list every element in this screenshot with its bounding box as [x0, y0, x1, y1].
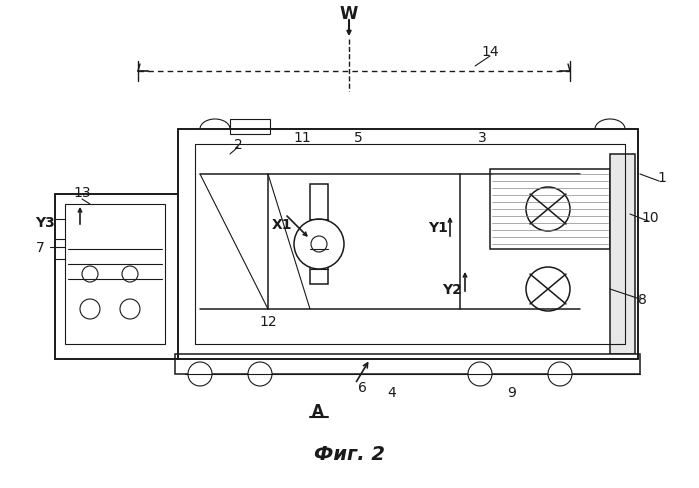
Text: 10: 10 — [641, 210, 659, 224]
Text: 11: 11 — [293, 131, 311, 145]
Circle shape — [526, 267, 570, 311]
Text: 12: 12 — [259, 314, 277, 328]
Bar — [230, 120, 270, 135]
Bar — [610, 155, 635, 354]
Bar — [310, 184, 328, 285]
Text: X1: X1 — [272, 218, 292, 231]
Circle shape — [122, 266, 138, 283]
Text: Фиг. 2: Фиг. 2 — [313, 445, 384, 464]
Text: 1: 1 — [658, 171, 666, 184]
Bar — [65, 204, 165, 345]
Text: 7: 7 — [36, 241, 44, 254]
Circle shape — [294, 220, 344, 269]
Text: Y2: Y2 — [442, 283, 462, 296]
Text: Y1: Y1 — [428, 221, 448, 235]
Bar — [175, 354, 640, 374]
Text: 3: 3 — [477, 131, 487, 145]
Circle shape — [82, 266, 98, 283]
Text: 4: 4 — [388, 385, 396, 399]
Circle shape — [548, 362, 572, 386]
Text: 14: 14 — [481, 45, 499, 59]
Text: 5: 5 — [354, 131, 362, 145]
Text: A: A — [312, 404, 324, 419]
Text: 13: 13 — [73, 185, 91, 200]
Circle shape — [526, 187, 570, 231]
Text: 2: 2 — [233, 138, 243, 152]
Circle shape — [248, 362, 272, 386]
Circle shape — [468, 362, 492, 386]
Circle shape — [120, 299, 140, 319]
Bar — [490, 170, 610, 249]
Text: 9: 9 — [507, 385, 517, 399]
Circle shape — [80, 299, 100, 319]
Circle shape — [188, 362, 212, 386]
Text: 8: 8 — [637, 292, 647, 306]
Circle shape — [311, 237, 327, 252]
Text: W: W — [340, 5, 358, 23]
Text: 6: 6 — [358, 380, 366, 394]
Text: Y3: Y3 — [35, 216, 55, 229]
